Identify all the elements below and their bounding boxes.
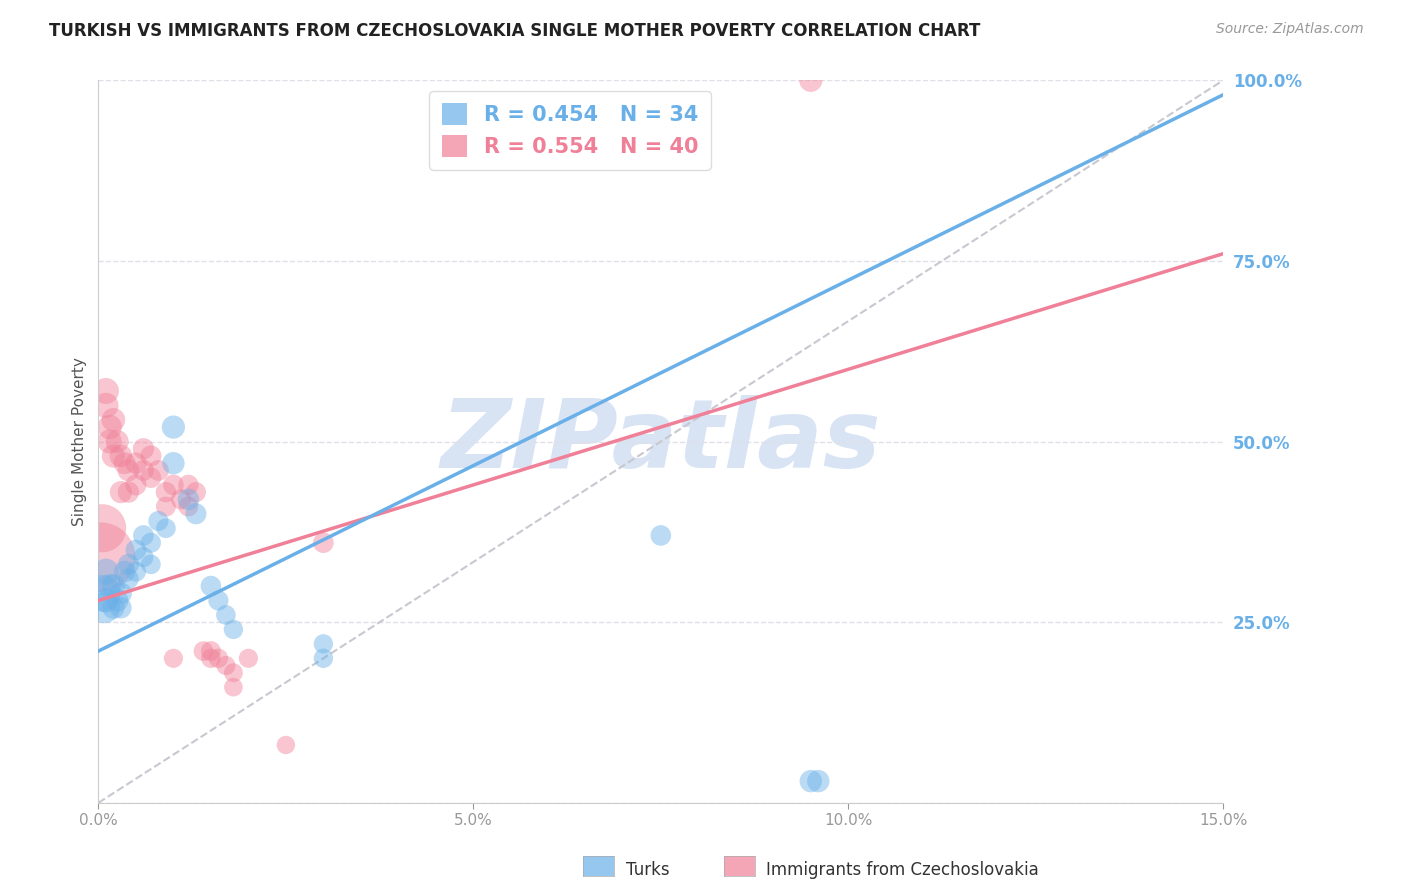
Point: [200, 579, 222, 593]
Y-axis label: Single Mother Poverty: Single Mother Poverty: [72, 357, 87, 526]
Point: [155, 500, 177, 514]
Text: Turks: Turks: [626, 861, 669, 879]
Point: [162, 478, 184, 492]
Point: [103, 600, 125, 615]
Point: [98, 420, 121, 434]
Point: [155, 521, 177, 535]
Point: [103, 449, 125, 463]
Point: [148, 463, 170, 477]
Point: [139, 535, 162, 549]
Point: [207, 593, 229, 607]
Point: [114, 565, 136, 579]
Point: [94, 384, 117, 398]
Point: [132, 550, 155, 565]
Point: [238, 651, 260, 665]
Point: [800, 73, 823, 87]
Point: [184, 485, 207, 500]
Point: [177, 500, 200, 514]
Text: ZIPatlas: ZIPatlas: [440, 395, 882, 488]
Point: [312, 637, 335, 651]
Point: [207, 651, 229, 665]
Point: [200, 644, 222, 658]
Point: [215, 658, 238, 673]
Point: [222, 680, 245, 694]
Point: [91, 586, 114, 600]
Point: [162, 651, 184, 665]
Point: [132, 528, 155, 542]
Point: [800, 774, 823, 789]
Point: [117, 572, 139, 586]
Point: [162, 456, 184, 470]
Point: [105, 593, 128, 607]
Point: [117, 558, 139, 572]
Point: [125, 478, 148, 492]
Point: [222, 665, 245, 680]
Point: [139, 470, 162, 484]
Point: [117, 485, 139, 500]
Point: [117, 463, 139, 477]
Point: [105, 434, 128, 449]
Point: [110, 449, 132, 463]
Point: [312, 651, 335, 665]
Legend: R = 0.454   N = 34, R = 0.554   N = 40: R = 0.454 N = 34, R = 0.554 N = 40: [429, 91, 710, 169]
Point: [110, 600, 132, 615]
Point: [312, 535, 335, 549]
Point: [114, 456, 136, 470]
Point: [125, 456, 148, 470]
Point: [125, 542, 148, 557]
Point: [170, 492, 193, 507]
Point: [177, 478, 200, 492]
Text: Source: ZipAtlas.com: Source: ZipAtlas.com: [1216, 22, 1364, 37]
Point: [155, 485, 177, 500]
Point: [93, 600, 115, 615]
Point: [94, 565, 117, 579]
Point: [103, 579, 125, 593]
Point: [193, 644, 215, 658]
Point: [148, 514, 170, 528]
Point: [215, 607, 238, 622]
Point: [110, 586, 132, 600]
Point: [91, 521, 114, 535]
Point: [132, 463, 155, 477]
Text: Immigrants from Czechoslovakia: Immigrants from Czechoslovakia: [766, 861, 1039, 879]
Text: TURKISH VS IMMIGRANTS FROM CZECHOSLOVAKIA SINGLE MOTHER POVERTY CORRELATION CHAR: TURKISH VS IMMIGRANTS FROM CZECHOSLOVAKI…: [49, 22, 980, 40]
Point: [162, 420, 184, 434]
Point: [103, 413, 125, 427]
Point: [650, 528, 672, 542]
Point: [139, 449, 162, 463]
Point: [222, 623, 245, 637]
Point: [98, 579, 121, 593]
Point: [125, 565, 148, 579]
Point: [807, 774, 830, 789]
Point: [184, 507, 207, 521]
Point: [110, 485, 132, 500]
Point: [200, 651, 222, 665]
Point: [274, 738, 297, 752]
Point: [98, 434, 121, 449]
Point: [94, 593, 117, 607]
Point: [177, 492, 200, 507]
Point: [94, 398, 117, 412]
Point: [90, 550, 112, 565]
Point: [139, 558, 162, 572]
Point: [132, 442, 155, 456]
